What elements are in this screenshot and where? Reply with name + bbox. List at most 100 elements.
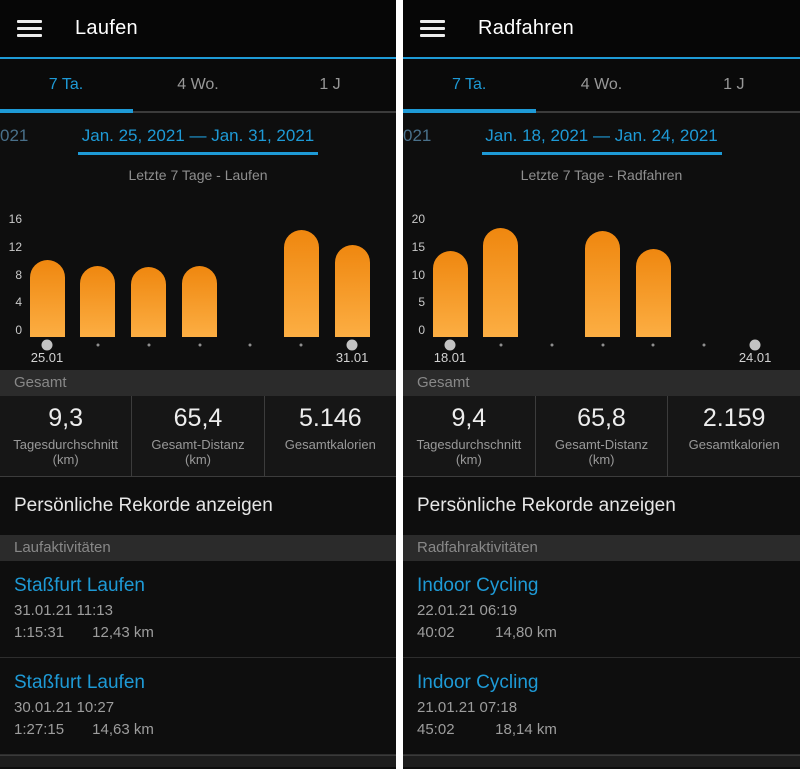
stat-value: 9,3 [48,404,84,432]
summary-section-header: Gesamt [0,370,396,396]
tab-7-days[interactable]: 7 Ta. [48,76,84,93]
x-axis-dot[interactable] [198,343,202,347]
stat-daily-average: 9,3 Tagesdurchschnitt (km) [0,396,131,476]
activity-item[interactable]: Staßfurt Laufen 31.01.21 11:13 1:15:31 1… [0,561,396,658]
weekly-bar-chart[interactable]: 16 12 8 4 0 25.01 31.01 [0,200,396,370]
chart-subtitle: Letzte 7 Tage - Radfahren [520,167,683,183]
activity-duration: 40:02 [417,624,455,641]
weekly-bar-chart[interactable]: 20 15 10 5 0 18.01 24.01 [403,200,800,370]
chart-bar[interactable] [334,244,370,337]
activity-duration: 1:15:31 [14,624,65,641]
x-axis-dot[interactable] [248,343,252,347]
active-tab-indicator [0,109,133,113]
chart-subtitle: Letzte 7 Tage - Laufen [128,167,268,183]
x-axis-dot[interactable] [550,343,554,347]
next-section-bar [0,755,396,767]
x-axis-endpoint-dot[interactable] [444,339,456,351]
stat-label: Gesamtkalorien [284,437,376,452]
tab-4-weeks[interactable]: 4 Wo. [580,76,623,93]
chart-bar[interactable] [131,267,167,337]
x-axis-label: 31.01 [335,350,369,365]
x-axis-dot[interactable] [702,343,706,347]
chart-bar[interactable] [29,259,65,337]
date-range-label[interactable]: Jan. 18, 2021 — Jan. 24, 2021 [485,126,718,145]
active-tab-indicator [403,109,536,113]
x-axis-dot[interactable] [299,343,303,347]
activity-distance: 14,80 km [495,624,557,641]
app-bar: Radfahren [403,0,800,57]
activity-title[interactable]: Staßfurt Laufen [14,672,145,693]
next-section-bar [403,755,800,767]
x-axis-dot[interactable] [499,343,503,347]
personal-records-link[interactable]: Persönliche Rekorde anzeigen [403,477,800,535]
screenshot-divider [396,0,403,769]
activity-item[interactable]: Indoor Cycling 21.01.21 07:18 45:02 18,1… [403,658,800,755]
x-axis-label: 18.01 [433,350,467,365]
tab-bar: 7 Ta. 4 Wo. 1 J [0,59,396,113]
personal-records-link[interactable]: Persönliche Rekorde anzeigen [0,477,396,535]
chart-bar[interactable] [585,230,621,337]
date-range-label[interactable]: Jan. 25, 2021 — Jan. 31, 2021 [81,126,315,145]
tab-1-year[interactable]: 1 J [319,76,341,93]
activity-stats: 40:02 14,80 km [417,624,786,641]
activity-title[interactable]: Staßfurt Laufen [14,575,145,596]
x-axis-endpoint-dot[interactable] [346,339,358,351]
activity-distance: 12,43 km [92,624,154,641]
hamburger-menu-icon[interactable] [17,20,42,37]
hamburger-bar [17,20,42,23]
stat-value: 5.146 [299,404,362,432]
hamburger-bar [420,20,445,23]
y-axis-tick-label: 4 [15,295,22,310]
activity-distance: 14,63 km [92,721,154,738]
screen-radfahren: Radfahren 7 Ta. 4 Wo. 1 J 021 Jan. 18, 2… [403,0,800,769]
stat-label: Gesamt-Distanz (km) [151,437,245,467]
tab-4-weeks[interactable]: 4 Wo. [177,76,219,93]
activity-item[interactable]: Staßfurt Laufen 30.01.21 10:27 1:27:15 1… [0,658,396,755]
tab-1-year[interactable]: 1 J [723,76,745,93]
y-axis-tick-label: 0 [15,323,22,337]
x-axis-endpoint-dot[interactable] [41,339,53,351]
y-axis-tick-label: 0 [418,323,425,337]
date-range-underline [481,152,722,155]
activity-duration: 45:02 [417,721,455,738]
stat-value: 9,4 [451,404,487,432]
activity-item[interactable]: Indoor Cycling 22.01.21 06:19 40:02 14,8… [403,561,800,658]
y-axis-tick-label: 12 [8,239,22,254]
page-title: Laufen [75,17,138,39]
chart-bar[interactable] [283,229,319,337]
stat-label: Tagesdurchschnitt (km) [13,437,119,467]
x-axis-dot[interactable] [651,343,655,347]
stat-total-calories: 2.159 Gesamtkalorien [667,396,800,476]
summary-section-header: Gesamt [403,370,800,396]
previous-range-fragment[interactable]: 021 [0,126,29,145]
x-axis-endpoint-dot[interactable] [749,339,761,351]
activity-title[interactable]: Indoor Cycling [417,575,539,596]
x-axis-dot[interactable] [96,343,100,347]
date-range-selector: 021 Jan. 25, 2021 — Jan. 31, 2021 Letzte… [0,113,396,200]
appbar-accent-divider [0,57,396,59]
tab-7-days[interactable]: 7 Ta. [451,76,487,93]
chart-bar[interactable] [432,251,468,337]
hamburger-menu-icon[interactable] [420,20,445,37]
x-axis-dot[interactable] [601,343,605,347]
hamburger-bar [420,27,445,30]
stat-total-distance: 65,8 Gesamt-Distanz (km) [534,396,668,476]
chart-bar[interactable] [483,228,519,337]
x-axis-label: 25.01 [30,350,64,365]
activity-distance: 18,14 km [495,721,557,738]
x-axis-dot[interactable] [147,343,151,347]
date-range-underline [78,152,318,155]
activity-title[interactable]: Indoor Cycling [417,672,539,693]
chart-bar[interactable] [182,266,218,337]
activity-stats: 1:27:15 14,63 km [14,721,382,738]
activity-datetime: 31.01.21 11:13 [14,602,113,619]
y-axis-tick-label: 5 [418,295,425,310]
chart-bar[interactable] [80,266,116,337]
previous-range-fragment[interactable]: 021 [403,126,432,145]
chart-bar[interactable] [635,248,671,337]
date-range-selector: 021 Jan. 18, 2021 — Jan. 24, 2021 Letzte… [403,113,800,200]
summary-stats-row: 9,3 Tagesdurchschnitt (km) 65,4 Gesamt-D… [0,396,396,477]
activity-datetime: 21.01.21 07:18 [417,699,518,716]
stat-value: 65,8 [577,404,626,432]
stat-total-distance: 65,4 Gesamt-Distanz (km) [131,396,263,476]
